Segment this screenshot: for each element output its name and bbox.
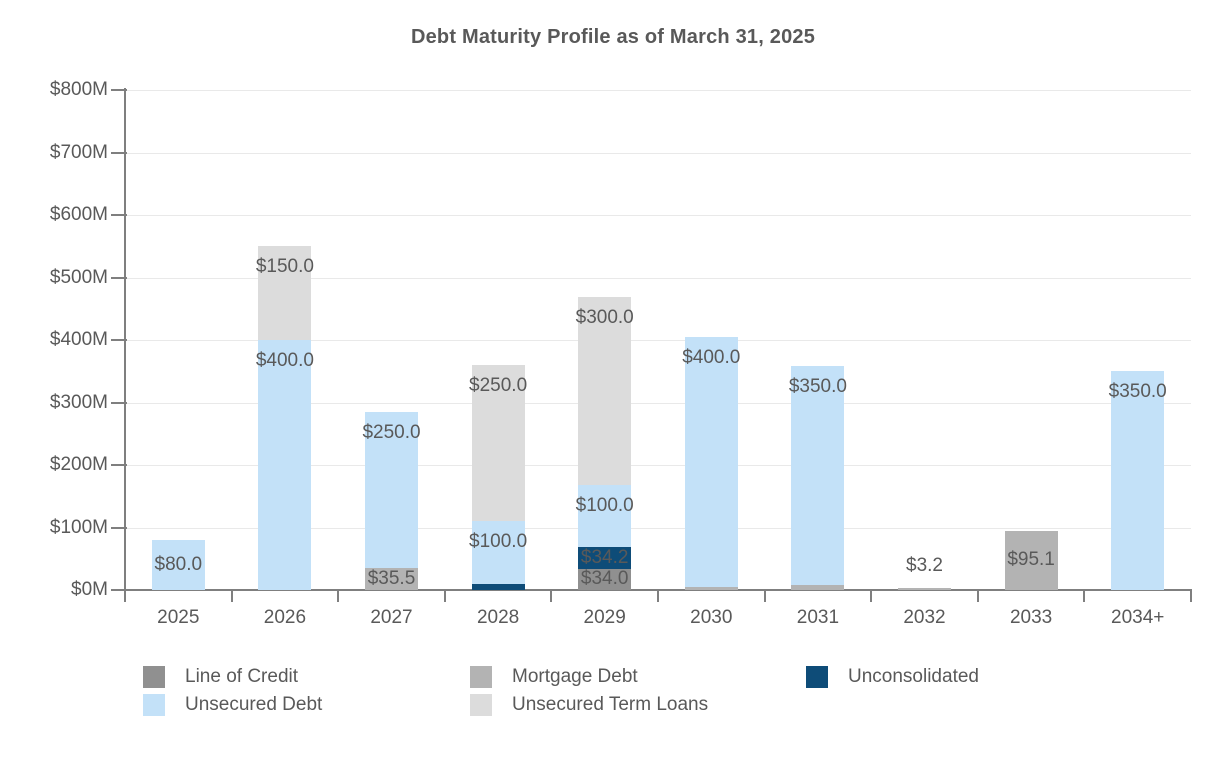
x-axis-label-2027: 2027 [370,607,413,628]
gridline-400 [125,340,1191,341]
bar-segment-2034-unsecured-debt[interactable] [1111,371,1165,590]
x-axis-label-2029: 2029 [583,607,626,628]
y-axis-tick-400 [111,339,127,341]
bar-segment-2029-unsecured-term-loans[interactable] [578,297,632,485]
x-axis-label-2026: 2026 [263,607,307,628]
bar-segment-2026-unsecured-term-loans[interactable] [258,246,312,340]
x-axis-label-2032: 2032 [903,607,946,628]
legend-item-mortgage-debt[interactable]: Mortgage Debt [470,666,806,688]
gridline-300 [125,402,1191,404]
x-axis-label-2034: 2034+ [1111,607,1165,628]
x-axis-tick-8 [976,590,979,602]
legend-label-line-of-credit: Line of Credit [185,666,299,687]
x-axis-tick-2 [337,590,340,602]
legend-item-line-of-credit[interactable]: Line of Credit [143,666,470,688]
bar-segment-2030-unsecured-debt[interactable] [684,336,738,587]
legend-item-unsecured-term-loans[interactable]: Unsecured Term Loans [470,694,806,716]
bar-segment-2029-unsecured-debt[interactable] [578,484,632,548]
gridline-100 [125,527,1191,529]
bar-segment-2030-mortgage-debt[interactable] [684,586,738,590]
y-axis-label-200: $200M [49,454,108,475]
legend-swatch-mortgage-debt [470,666,492,688]
bar-segment-2031-unsecured-debt[interactable] [791,366,845,586]
y-axis-tick-200 [111,464,127,466]
bar-segment-2026-unsecured-debt[interactable] [258,340,312,590]
x-axis-tick-0 [124,590,126,602]
y-axis-tick-0 [111,589,127,591]
legend: Line of Credit Mortgage Debt Unconsolidate… [143,666,979,716]
y-axis-tick-100 [111,526,127,529]
bar-segment-2028-unsecured-debt[interactable] [471,521,525,584]
x-axis-tick-7 [870,590,873,602]
bar-segment-2028-unsecured-term-loans[interactable] [471,364,525,521]
legend-swatch-unsecured-term-loans [470,694,492,716]
y-axis-tick-300 [111,401,127,404]
x-axis-label-2025: 2025 [157,607,200,628]
x-axis-label-2028: 2028 [476,607,520,628]
y-axis-label-500: $500M [49,266,108,288]
legend-label-unsecured-debt: Unsecured Debt [185,694,323,715]
legend-label-unsecured-term-loans: Unsecured Term Loans [512,694,709,715]
gridline-500 [125,277,1191,279]
legend-swatch-unconsolidated [806,666,828,688]
legend-label-unconsolidated: Unconsolidated [848,666,979,687]
bar-segment-2027-unsecured-debt[interactable] [365,411,418,568]
bar-segment-2027-mortgage-debt[interactable] [365,567,418,590]
y-axis-label-600: $600M [49,204,108,225]
y-axis-label-700: $700M [49,141,108,163]
y-axis-label-0: $0M [71,579,108,600]
y-axis-label-800: $800M [49,79,108,100]
x-axis-tick-6 [763,590,766,602]
gridline-700 [125,152,1191,154]
legend-label-mortgage-debt: Mortgage Debt [512,666,638,687]
value-label-2032-mortgage-debt: $3.2 [906,555,943,576]
bar-segment-2032-mortgage-debt[interactable] [898,588,951,590]
y-axis-tick-800 [111,89,127,91]
y-axis-label-400: $400M [49,329,108,350]
legend-item-unsecured-debt[interactable]: Unsecured Debt [143,694,470,716]
x-axis-label-2030: 2030 [690,607,733,628]
x-axis-tick-9 [1083,590,1086,602]
legend-swatch-unsecured-debt [143,694,165,716]
y-axis-tick-700 [111,151,127,154]
legend-item-unconsolidated[interactable]: Unconsolidated [806,666,979,688]
x-axis-tick-3 [443,590,446,602]
bar-segment-2029-unconsolidated[interactable] [578,547,632,569]
x-axis-line [123,589,1192,591]
bar-segment-2033-mortgage-debt[interactable] [1004,530,1058,590]
bar-segment-2031-mortgage-debt[interactable] [791,585,845,590]
x-axis-label-2033: 2033 [1009,607,1053,628]
x-axis-tick-1 [230,590,233,602]
legend-swatch-line-of-credit [143,666,165,688]
y-axis-line [124,88,126,592]
chart-title: Debt Maturity Profile as of March 31, 20… [410,26,816,48]
x-axis-tick-10 [1190,590,1192,602]
x-axis-tick-5 [657,590,659,602]
x-axis-label-2031: 2031 [796,607,840,628]
y-axis-tick-600 [111,214,127,216]
gridline-200 [125,465,1191,466]
gridline-600 [125,215,1191,216]
bar-segment-2029-line-of-credit[interactable] [578,568,632,590]
y-axis-label-100: $100M [49,516,108,538]
bar-segment-2028-unconsolidated[interactable] [471,583,525,590]
y-axis-tick-500 [111,276,127,279]
x-axis-tick-4 [550,590,553,602]
bar-segment-2025-unsecured-debt[interactable] [151,540,205,590]
y-axis-label-300: $300M [49,391,108,413]
gridline-800 [125,90,1191,91]
